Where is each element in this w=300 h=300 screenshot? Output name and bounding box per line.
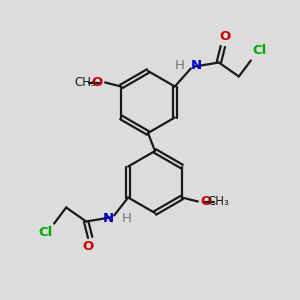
- Text: CH₃: CH₃: [74, 76, 96, 89]
- Text: O: O: [219, 31, 230, 44]
- Text: O: O: [201, 195, 212, 208]
- Text: O: O: [82, 241, 94, 254]
- Text: Cl: Cl: [38, 226, 52, 239]
- Text: N: N: [103, 212, 114, 225]
- Text: CH₃: CH₃: [207, 195, 229, 208]
- Text: O: O: [91, 76, 102, 89]
- Text: H: H: [122, 212, 132, 225]
- Text: H: H: [175, 59, 185, 72]
- Text: N: N: [191, 59, 202, 72]
- Text: Cl: Cl: [253, 44, 267, 58]
